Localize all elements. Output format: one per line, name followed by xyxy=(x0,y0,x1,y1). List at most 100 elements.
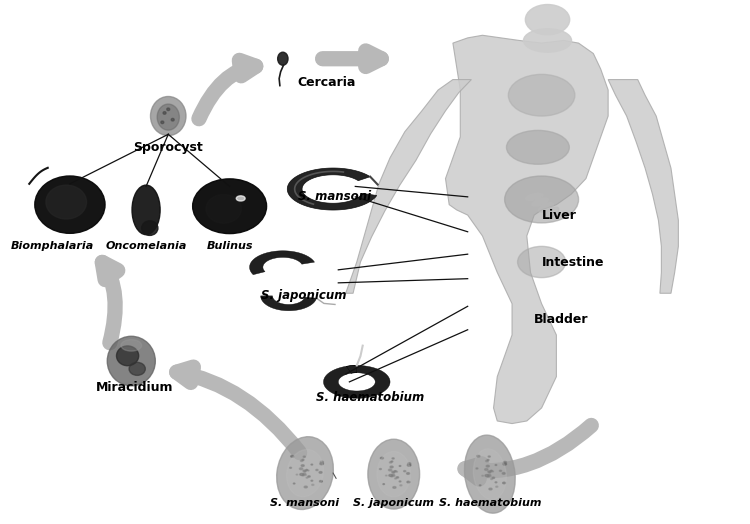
Ellipse shape xyxy=(383,484,385,485)
Ellipse shape xyxy=(129,362,146,375)
Ellipse shape xyxy=(396,477,398,478)
Ellipse shape xyxy=(296,474,298,475)
Text: S. haematobium: S. haematobium xyxy=(439,498,541,508)
Ellipse shape xyxy=(290,467,292,468)
Text: Intestine: Intestine xyxy=(542,256,604,268)
Ellipse shape xyxy=(171,118,174,121)
Ellipse shape xyxy=(302,475,304,476)
Ellipse shape xyxy=(391,476,393,477)
Ellipse shape xyxy=(312,484,314,485)
Ellipse shape xyxy=(388,474,392,476)
Ellipse shape xyxy=(525,5,570,35)
Ellipse shape xyxy=(490,478,493,479)
Ellipse shape xyxy=(392,471,394,473)
Ellipse shape xyxy=(166,108,170,111)
Polygon shape xyxy=(261,296,316,311)
Text: S. japonicum: S. japonicum xyxy=(353,498,434,508)
Ellipse shape xyxy=(393,475,395,476)
Ellipse shape xyxy=(503,463,506,465)
Ellipse shape xyxy=(392,458,394,459)
Ellipse shape xyxy=(142,221,158,235)
Ellipse shape xyxy=(495,482,496,483)
Ellipse shape xyxy=(487,476,489,477)
Text: S. mansoni: S. mansoni xyxy=(298,190,370,203)
Polygon shape xyxy=(346,80,471,293)
Polygon shape xyxy=(287,168,376,210)
Ellipse shape xyxy=(320,481,322,482)
Ellipse shape xyxy=(506,130,569,164)
Ellipse shape xyxy=(389,462,392,463)
Ellipse shape xyxy=(278,52,288,66)
Ellipse shape xyxy=(406,473,410,474)
Text: S. mansoni: S. mansoni xyxy=(271,498,340,508)
Ellipse shape xyxy=(490,470,492,471)
Ellipse shape xyxy=(380,457,383,459)
Ellipse shape xyxy=(34,176,105,233)
Ellipse shape xyxy=(538,202,554,212)
Ellipse shape xyxy=(303,473,306,475)
Ellipse shape xyxy=(319,472,322,473)
Ellipse shape xyxy=(399,481,401,482)
Ellipse shape xyxy=(391,461,393,462)
Polygon shape xyxy=(446,35,608,423)
Ellipse shape xyxy=(380,468,382,470)
Ellipse shape xyxy=(393,472,395,473)
Ellipse shape xyxy=(316,470,318,471)
Ellipse shape xyxy=(304,486,307,488)
Polygon shape xyxy=(323,365,390,398)
Ellipse shape xyxy=(486,460,488,462)
Text: Cercaria: Cercaria xyxy=(298,75,356,89)
Ellipse shape xyxy=(518,246,566,278)
Text: S. haematobium: S. haematobium xyxy=(316,391,424,404)
Ellipse shape xyxy=(291,455,294,457)
Polygon shape xyxy=(608,80,679,293)
Text: Liver: Liver xyxy=(542,209,577,222)
Ellipse shape xyxy=(320,461,323,463)
Ellipse shape xyxy=(368,439,419,509)
Ellipse shape xyxy=(193,179,266,234)
Ellipse shape xyxy=(306,477,308,478)
Ellipse shape xyxy=(477,455,480,457)
Text: Oncomelania: Oncomelania xyxy=(106,242,187,252)
Ellipse shape xyxy=(489,488,492,490)
Ellipse shape xyxy=(500,470,502,472)
Ellipse shape xyxy=(408,463,411,464)
Ellipse shape xyxy=(484,468,488,471)
Ellipse shape xyxy=(308,476,310,477)
Ellipse shape xyxy=(526,193,543,201)
Ellipse shape xyxy=(306,470,308,471)
Ellipse shape xyxy=(393,487,396,488)
Text: Bulinus: Bulinus xyxy=(206,242,253,252)
Ellipse shape xyxy=(151,96,186,136)
Ellipse shape xyxy=(392,474,394,476)
Ellipse shape xyxy=(476,468,478,469)
Ellipse shape xyxy=(492,471,494,472)
Ellipse shape xyxy=(407,464,411,466)
Ellipse shape xyxy=(473,449,506,499)
Polygon shape xyxy=(250,251,314,275)
Ellipse shape xyxy=(304,474,306,476)
Ellipse shape xyxy=(107,336,155,386)
Ellipse shape xyxy=(524,29,572,52)
Ellipse shape xyxy=(407,481,410,483)
Text: Sporocyst: Sporocyst xyxy=(134,141,203,154)
Ellipse shape xyxy=(236,196,245,201)
Ellipse shape xyxy=(488,474,490,476)
Ellipse shape xyxy=(503,462,506,463)
Ellipse shape xyxy=(286,450,323,497)
Ellipse shape xyxy=(400,485,402,486)
Ellipse shape xyxy=(390,466,393,468)
Ellipse shape xyxy=(464,435,515,513)
Ellipse shape xyxy=(396,471,398,472)
Ellipse shape xyxy=(486,465,489,467)
Ellipse shape xyxy=(302,460,304,461)
Ellipse shape xyxy=(121,340,142,351)
Ellipse shape xyxy=(503,482,506,484)
Text: Bladder: Bladder xyxy=(534,313,589,326)
Text: Biomphalaria: Biomphalaria xyxy=(10,242,94,252)
Ellipse shape xyxy=(301,460,303,462)
Ellipse shape xyxy=(311,480,313,481)
Ellipse shape xyxy=(496,486,498,487)
Ellipse shape xyxy=(532,198,548,206)
Ellipse shape xyxy=(509,74,574,116)
